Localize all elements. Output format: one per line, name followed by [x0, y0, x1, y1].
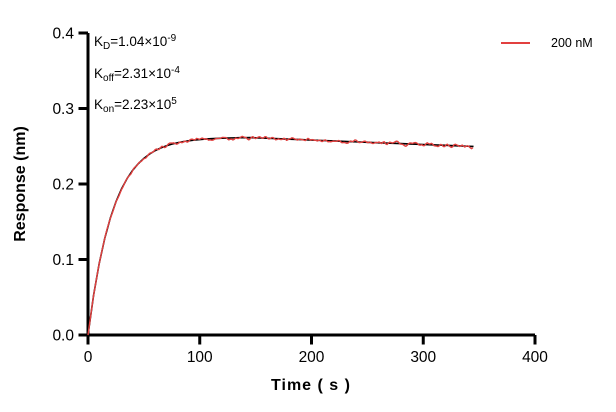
x-tick-label: 200: [299, 349, 325, 366]
x-axis-title: Time ( s ): [271, 377, 351, 394]
kon-sup: 5: [171, 96, 177, 107]
x-tick-label: 300: [410, 349, 436, 366]
kon-base: K: [94, 97, 104, 112]
koff-mid: =2.31×10: [113, 65, 172, 81]
koff-value: Koff=2.31×10-4: [94, 59, 180, 91]
kon-mid: =2.23×10: [114, 97, 172, 112]
legend-line-swatch: [501, 42, 530, 44]
kd-value: KD=1.04×10-9: [94, 27, 180, 59]
kd-base: K: [94, 34, 104, 49]
y-tick-label: 0.2: [52, 177, 74, 194]
kd-mid: =1.04×10: [110, 34, 168, 49]
koff-base: K: [94, 65, 104, 81]
fit-curve: [87, 136, 474, 336]
x-tick-label: 400: [522, 349, 548, 366]
legend-label: 200 nM: [551, 36, 593, 50]
kd-sub: D: [103, 41, 111, 52]
x-tick-label: 0: [84, 349, 93, 366]
legend: 200 nM: [501, 35, 593, 51]
y-axis-title: Response (nm): [12, 126, 29, 242]
y-tick-label: 0.0: [52, 328, 74, 345]
kd-sup: -9: [167, 33, 177, 44]
kinetics-annotation: KD=1.04×10-9 Koff=2.31×10-4 Kon=2.23×105: [94, 27, 180, 122]
y-tick-label: 0.4: [52, 26, 74, 43]
koff-sup: -4: [171, 64, 180, 76]
koff-sub: off: [103, 72, 114, 84]
kon-sub: on: [103, 104, 115, 115]
y-tick-label: 0.1: [52, 252, 74, 269]
measured-trace: [87, 135, 474, 336]
x-tick-label: 100: [187, 349, 213, 366]
data-series: [87, 135, 474, 336]
kon-value: Kon=2.23×105: [94, 90, 180, 122]
y-tick-label: 0.3: [52, 101, 74, 118]
